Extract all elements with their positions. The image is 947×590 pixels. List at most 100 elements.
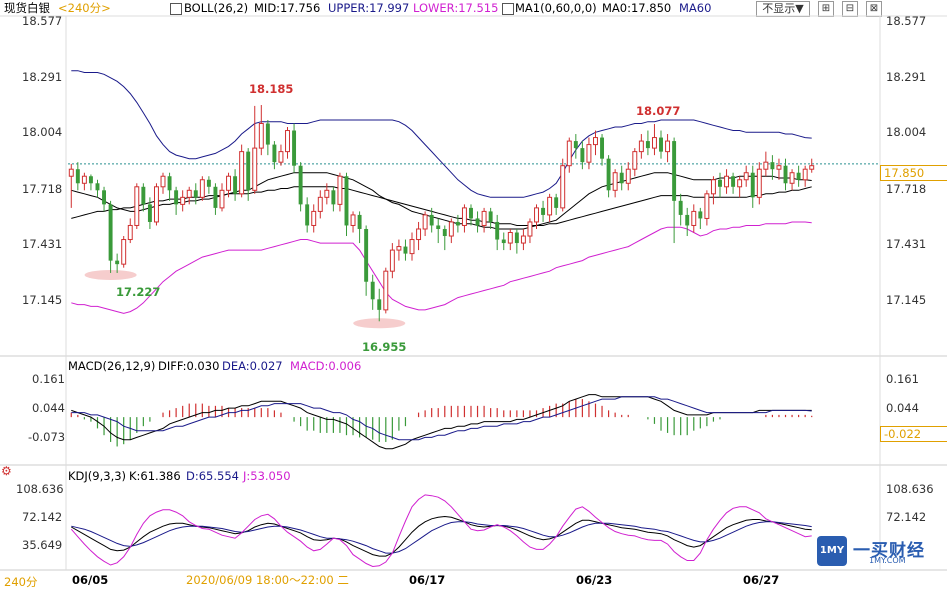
candle-body [396, 246, 402, 251]
candle-body [625, 168, 631, 184]
kdj-line-j [70, 494, 812, 568]
ma-name[interactable]: MA1(0,60,0,0) [515, 1, 597, 15]
x-label-2: 06/23 [576, 573, 613, 587]
candle-body [115, 260, 120, 265]
candle-body [573, 141, 578, 149]
candle-body [429, 214, 434, 226]
candle-body [481, 210, 487, 226]
kdj-tick-right-0: 108.636 [886, 482, 934, 496]
price-tick-right-3: 17.718 [886, 182, 927, 196]
logo-icon: 1MY [817, 536, 847, 566]
ma0-value: MA0:17.850 [602, 1, 672, 15]
macd-panel [70, 394, 813, 450]
line-upper [71, 70, 812, 198]
candle-body [350, 214, 356, 226]
line-lower [71, 221, 812, 314]
candle-body [186, 189, 192, 198]
price-tick-left-4: 17.431 [22, 237, 63, 251]
kdj-title[interactable]: KDJ(9,3,3) [68, 469, 127, 483]
candle-body [389, 249, 395, 272]
period-button[interactable]: 240分 [4, 575, 38, 589]
price-tick-left-1: 18.291 [22, 70, 63, 84]
candle-body [770, 162, 775, 170]
macd-line-diff [71, 394, 812, 450]
boll-icon[interactable] [170, 3, 182, 15]
candle-body [501, 239, 506, 244]
crosshair-time-label: 2020/06/09 18:00～22:00 二 [186, 573, 349, 587]
candle-body [698, 211, 703, 219]
low-label-2: 16.955 [362, 340, 407, 354]
candle-body [239, 151, 245, 195]
candle-body [409, 239, 415, 255]
candle-body [691, 210, 697, 226]
candle-body [331, 190, 336, 205]
candle-body [324, 189, 330, 198]
price-tick-left-2: 18.004 [22, 125, 63, 139]
candle-body [134, 186, 140, 226]
price-tick-left-3: 17.718 [22, 182, 63, 196]
period-label[interactable]: <240分> [58, 1, 111, 15]
candle-body [219, 189, 225, 209]
price-tick-right-0: 18.577 [886, 14, 927, 28]
logo-text: 一买财经 [853, 541, 925, 561]
candle-body [81, 175, 87, 184]
boll-mid: MID:17.756 [254, 1, 321, 15]
gear-icon[interactable]: ⚙ [1, 464, 12, 478]
candle-body [704, 193, 710, 219]
macd-tick-left-0: 0.161 [32, 372, 65, 386]
candle-body [461, 207, 467, 226]
price-tick-left-5: 17.145 [22, 293, 63, 307]
candle-body [710, 179, 716, 195]
candle-body [495, 221, 500, 240]
candle-body [141, 186, 146, 205]
low-highlight-1 [84, 269, 137, 280]
candle-body [672, 141, 677, 201]
price-tick-right-5: 17.145 [886, 293, 927, 307]
candle-body [560, 165, 566, 209]
macd-line-dea [71, 396, 812, 441]
candle-body [377, 299, 382, 310]
candle-body [743, 172, 749, 181]
candle-body [180, 196, 186, 205]
kdj-tick-left-2: 35.649 [22, 538, 63, 552]
candle-body [776, 165, 782, 170]
boll-upper: UPPER:17.997 [328, 1, 410, 15]
candle-body [488, 211, 493, 222]
candle-body [475, 218, 480, 226]
candle-body [514, 232, 519, 244]
boll-name[interactable]: BOLL(26,2) [184, 1, 249, 15]
candle-body [285, 130, 290, 153]
candle-body [789, 172, 795, 184]
candle-body [416, 228, 422, 241]
macd-title[interactable]: MACD(26,12,9) [68, 359, 156, 373]
candle-body [718, 179, 722, 187]
ma60-label: MA60 [679, 1, 712, 15]
price-tick-right-2: 18.004 [886, 125, 927, 139]
chart-header: 现货白银 <240分> BOLL(26,2) MID:17.756 UPPER:… [0, 0, 947, 16]
candle-body [448, 221, 454, 237]
candle-body [632, 151, 638, 170]
candle-body [593, 137, 598, 146]
candle-body [199, 179, 205, 198]
candle-body [102, 190, 107, 205]
candle-body [167, 176, 172, 191]
candle-body [233, 176, 238, 194]
high-label-1: 18.185 [249, 82, 294, 96]
price-panel [68, 70, 880, 329]
candle-body [68, 168, 74, 177]
kdj-tick-left-1: 72.142 [22, 510, 63, 524]
candle-body [305, 204, 310, 226]
candle-body [265, 123, 270, 145]
candle-body [311, 210, 317, 226]
candle-body [796, 172, 801, 180]
candle-body [566, 140, 572, 167]
ma-icon[interactable] [502, 3, 514, 15]
x-label-3: 06/27 [743, 573, 780, 587]
candle-body [213, 186, 218, 208]
candle-body [246, 151, 251, 191]
logo-subtext: 1MY.COM [869, 556, 906, 565]
price-tick-right-1: 18.291 [886, 70, 927, 84]
kdj-line-k [71, 515, 812, 557]
candle-body [121, 239, 127, 265]
